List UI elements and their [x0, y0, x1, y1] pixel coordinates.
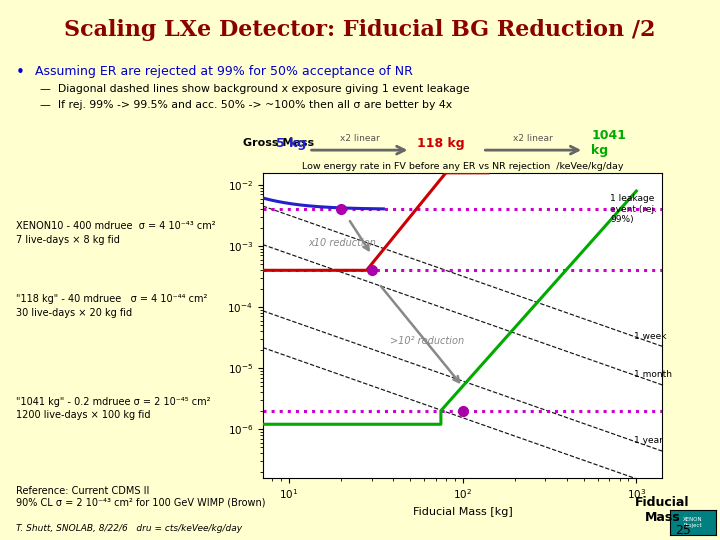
X-axis label: Fiducial Mass [kg]: Fiducial Mass [kg] — [413, 507, 513, 517]
Text: 5 kg: 5 kg — [276, 137, 306, 150]
Text: x2 linear: x2 linear — [340, 134, 379, 143]
Title: Low energy rate in FV before any ER vs NR rejection  /keVee/kg/day: Low energy rate in FV before any ER vs N… — [302, 161, 624, 171]
Text: 1 week: 1 week — [634, 332, 667, 341]
Text: x2 linear: x2 linear — [513, 134, 553, 143]
Text: Reference: Current CDMS II
90% CL σ = 2 10⁻⁴³ cm² for 100 GeV WIMP (Brown): Reference: Current CDMS II 90% CL σ = 2 … — [16, 486, 266, 508]
Text: Scaling LXe Detector: Fiducial BG Reduction /2: Scaling LXe Detector: Fiducial BG Reduct… — [64, 19, 656, 41]
Text: "1041 kg" - 0.2 mdruee σ = 2 10⁻⁴⁵ cm²: "1041 kg" - 0.2 mdruee σ = 2 10⁻⁴⁵ cm² — [16, 397, 210, 407]
Text: —  If rej. 99% -> 99.5% and acc. 50% -> ~100% then all σ are better by 4x: — If rej. 99% -> 99.5% and acc. 50% -> ~… — [40, 100, 451, 110]
Text: —  Diagonal dashed lines show background x exposure giving 1 event leakage: — Diagonal dashed lines show background … — [40, 84, 469, 94]
Text: Assuming ER are rejected at 99% for 50% acceptance of NR: Assuming ER are rejected at 99% for 50% … — [35, 65, 413, 78]
Text: 1 leakage
event (rej.
99%): 1 leakage event (rej. 99%) — [611, 194, 657, 224]
Text: 118 kg: 118 kg — [418, 137, 465, 150]
Text: 1 month: 1 month — [634, 370, 672, 379]
Text: Gross Mass: Gross Mass — [243, 138, 314, 148]
Text: >10² reduction: >10² reduction — [390, 336, 464, 346]
Text: XENON10 - 400 mdruee  σ = 4 10⁻⁴³ cm²: XENON10 - 400 mdruee σ = 4 10⁻⁴³ cm² — [16, 221, 215, 232]
Text: 1200 live-days × 100 kg fid: 1200 live-days × 100 kg fid — [16, 410, 150, 421]
Text: 1041
kg: 1041 kg — [591, 129, 626, 157]
Text: x10 reduction: x10 reduction — [309, 238, 377, 248]
Text: •: • — [16, 65, 24, 80]
Text: XENON
Project: XENON Project — [683, 517, 703, 528]
Text: 1 year: 1 year — [634, 436, 663, 446]
Text: 30 live-days × 20 kg fid: 30 live-days × 20 kg fid — [16, 308, 132, 318]
Text: Fiducial
Mass: Fiducial Mass — [635, 496, 690, 524]
Text: T. Shutt, SNOLAB, 8/22/6   dru = cts/keVee/kg/day: T. Shutt, SNOLAB, 8/22/6 dru = cts/keVee… — [16, 524, 242, 533]
Text: 7 live-days × 8 kg fid: 7 live-days × 8 kg fid — [16, 235, 120, 245]
Text: "118 kg" - 40 mdruee   σ = 4 10⁻⁴⁴ cm²: "118 kg" - 40 mdruee σ = 4 10⁻⁴⁴ cm² — [16, 294, 207, 305]
Text: 25: 25 — [675, 524, 691, 537]
